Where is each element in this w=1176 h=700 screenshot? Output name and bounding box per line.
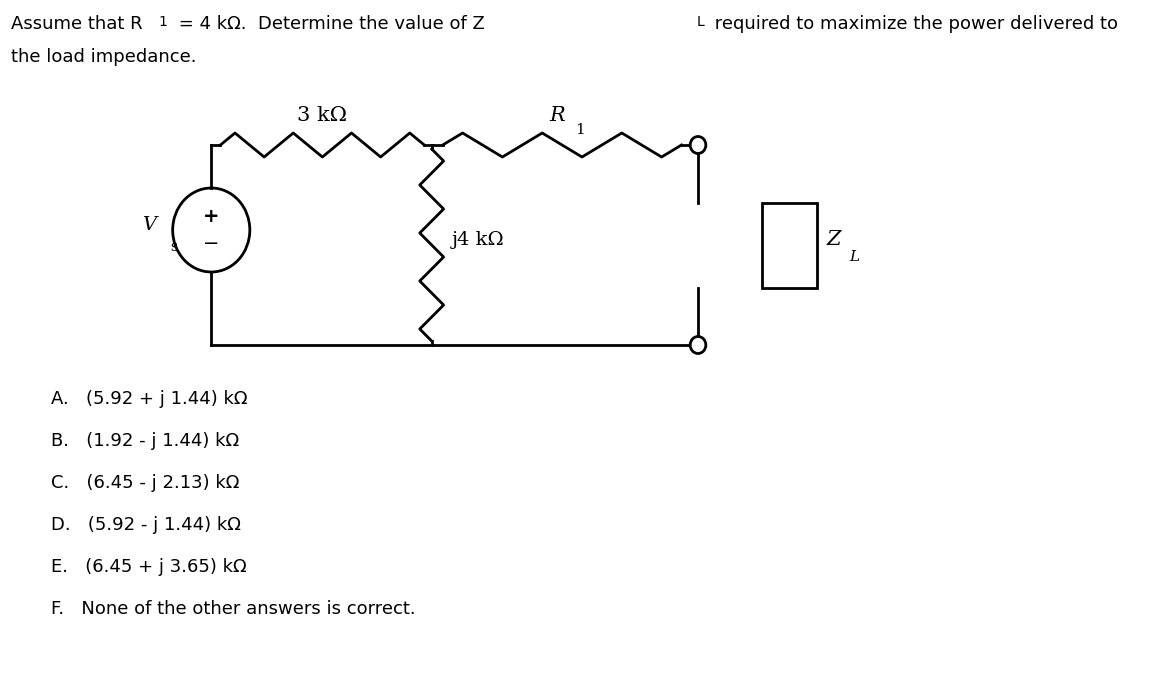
- Text: Assume that R: Assume that R: [11, 15, 142, 33]
- Circle shape: [690, 136, 706, 153]
- Text: required to maximize the power delivered to: required to maximize the power delivered…: [709, 15, 1118, 33]
- Text: Z: Z: [827, 230, 841, 248]
- Text: B.   (1.92 - j 1.44) kΩ: B. (1.92 - j 1.44) kΩ: [51, 432, 239, 450]
- Text: L: L: [696, 15, 704, 29]
- Text: C.   (6.45 - j 2.13) kΩ: C. (6.45 - j 2.13) kΩ: [51, 474, 239, 492]
- Text: D.   (5.92 - j 1.44) kΩ: D. (5.92 - j 1.44) kΩ: [51, 516, 240, 534]
- Text: A.   (5.92 + j 1.44) kΩ: A. (5.92 + j 1.44) kΩ: [51, 390, 247, 408]
- Text: −: −: [203, 234, 220, 253]
- Text: +: +: [203, 207, 220, 227]
- Text: 1: 1: [575, 123, 586, 137]
- Text: E.   (6.45 + j 3.65) kΩ: E. (6.45 + j 3.65) kΩ: [51, 558, 246, 576]
- Circle shape: [690, 337, 706, 354]
- Text: F.   None of the other answers is correct.: F. None of the other answers is correct.: [51, 600, 415, 618]
- Text: 3 kΩ: 3 kΩ: [298, 106, 347, 125]
- Bar: [762, 202, 817, 288]
- Text: = 4 kΩ.  Determine the value of Z: = 4 kΩ. Determine the value of Z: [173, 15, 485, 33]
- Text: V: V: [142, 216, 156, 234]
- Text: j4 kΩ: j4 kΩ: [452, 231, 505, 249]
- Text: L: L: [849, 250, 860, 264]
- Text: 1: 1: [159, 15, 168, 29]
- Text: R: R: [549, 106, 566, 125]
- Text: the load impedance.: the load impedance.: [11, 48, 196, 66]
- Text: s: s: [171, 240, 178, 254]
